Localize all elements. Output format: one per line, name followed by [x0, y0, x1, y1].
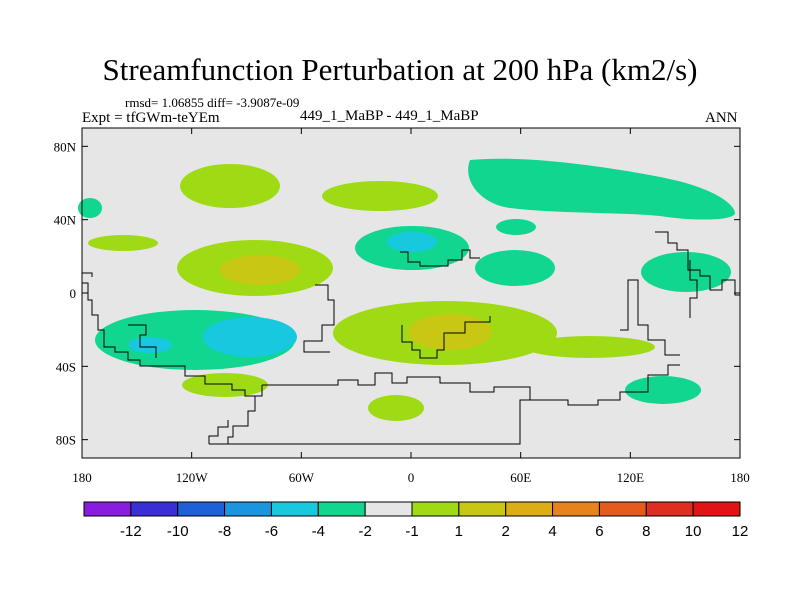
stats-text: rmsd= 1.06855 diff= -3.9087e-09 [125, 95, 300, 110]
y-tick-label: 80N [54, 139, 77, 154]
colorbar-label: -8 [218, 523, 231, 540]
coastline-south-america [82, 282, 262, 397]
colorbar-label: 10 [685, 523, 702, 540]
colorbar-swatch [645, 501, 694, 517]
coastline-antarctica [208, 372, 531, 445]
anomaly-africa-indian-core [408, 314, 492, 350]
coastline-eurasia-east [400, 249, 480, 267]
x-tick-label: 120E [617, 470, 645, 485]
x-tick-label: 120W [176, 470, 209, 485]
coastline-southeast-asia [620, 279, 680, 356]
colorbar-label: -6 [265, 523, 278, 540]
colorbar-swatch [177, 501, 226, 517]
colorbar-label: 12 [732, 523, 749, 540]
chart-title: Streamfunction Perturbation at 200 hPa (… [102, 52, 698, 87]
colorbar-swatch [224, 501, 272, 517]
colorbar-label: 4 [548, 523, 556, 540]
x-tick-label: 180 [72, 470, 92, 485]
anomaly-s-pacific-core-west [128, 337, 172, 353]
y-tick-label: 0 [70, 286, 77, 301]
coastline-east-asia [655, 231, 740, 296]
anomaly-nw-pacific-high [180, 164, 280, 208]
anomaly-s-pacific-core [203, 317, 297, 357]
y-axis: 80N 40N 0 40S 80S [54, 139, 740, 448]
anomaly-se-indian-tail [525, 336, 655, 358]
colorbar-label: -1 [405, 523, 418, 540]
colorbar-label: 1 [455, 523, 463, 540]
anomaly-s-indian-ocean-low [625, 376, 701, 404]
anomaly-fields [78, 158, 735, 421]
colorbar-swatch [458, 501, 507, 517]
anomaly-s-indian-low [641, 252, 731, 292]
coastline-north-america-pacific [82, 272, 93, 277]
colorbar-swatch [505, 501, 554, 517]
y-tick-label: 40N [54, 213, 77, 228]
y-tick-label: 80S [56, 433, 76, 448]
colorbar-label: 6 [595, 523, 603, 540]
coastline-antarctic-peninsula [530, 364, 680, 406]
x-axis: 180 120W 60W 0 60E 120E 180 [72, 128, 750, 485]
x-tick-label: 0 [408, 470, 415, 485]
coastline-africa [401, 316, 491, 359]
colorbar: -12 -10 -8 -6 -4 -2 -1 1 2 4 6 8 10 12 [83, 501, 749, 540]
colorbar-label: -12 [120, 523, 142, 540]
season-label: ANN [705, 110, 738, 126]
colorbar-swatch [364, 501, 413, 517]
anomaly-atlantic-edge-low [78, 198, 102, 218]
y-tick-label: 40S [56, 359, 76, 374]
colorbar-label: -2 [358, 523, 371, 540]
anomaly-n-atlantic-high [322, 181, 438, 211]
colorbar-swatch [270, 501, 319, 517]
anomaly-n-pacific-low [475, 250, 555, 286]
colorbar-swatch [130, 501, 179, 517]
case-label: 449_1_MaBP - 449_1_MaBP [300, 108, 479, 124]
anomaly-southern-ocean-high [368, 395, 424, 421]
coastlines [82, 231, 740, 445]
coastline-south-pacific-islands [128, 324, 157, 358]
x-tick-label: 180 [730, 470, 750, 485]
colorbar-label: 8 [642, 523, 650, 540]
anomaly-w-pacific-small-high [88, 235, 158, 251]
anomaly-s-atlantic-high [182, 373, 268, 397]
anomaly-w-pacific-small-low [496, 219, 536, 235]
anomaly-tropical-pacific-core [220, 255, 300, 285]
colorbar-swatch [411, 501, 460, 517]
coastline-indonesia [689, 260, 698, 318]
colorbar-swatch [552, 501, 600, 517]
colorbar-label: -4 [312, 523, 325, 540]
colorbar-label: 2 [502, 523, 510, 540]
colorbar-swatch [692, 501, 741, 517]
anomaly-e-asia-core [387, 232, 437, 252]
anomaly-siberia-low [468, 158, 735, 220]
coastline-central-america [303, 284, 335, 353]
experiment-label: Expt = tfGWm-teYEm [82, 110, 220, 126]
colorbar-swatch [598, 501, 647, 517]
x-tick-label: 60E [510, 470, 531, 485]
colorbar-swatch [317, 501, 366, 517]
colorbar-label: -10 [167, 523, 189, 540]
x-tick-label: 60W [289, 470, 315, 485]
colorbar-swatch [83, 501, 132, 517]
